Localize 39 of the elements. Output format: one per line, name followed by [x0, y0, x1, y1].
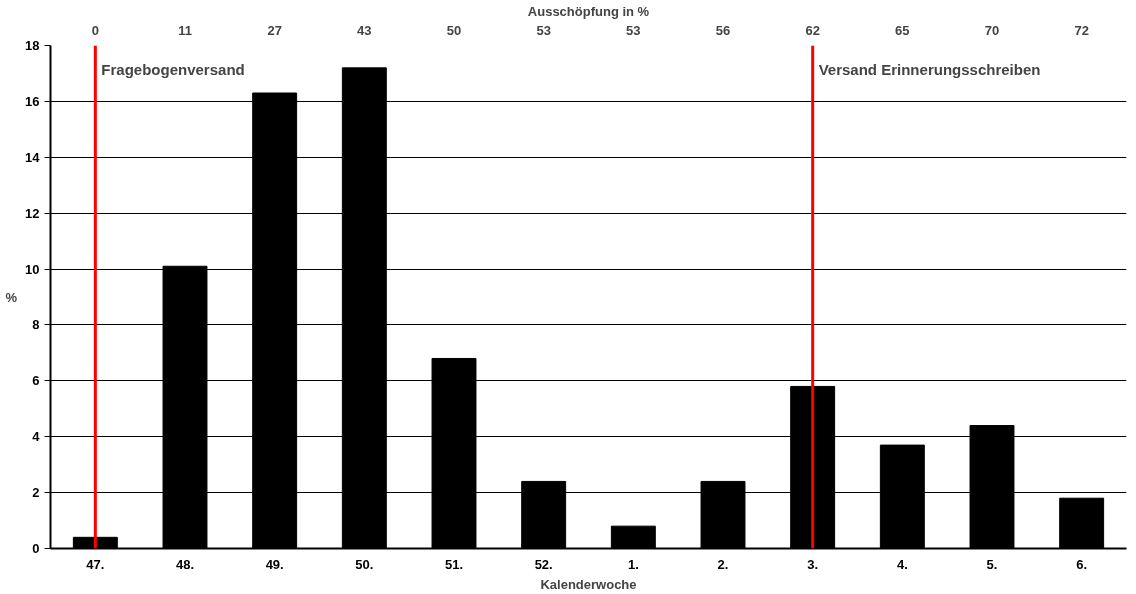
x-tick-label: 51.: [444, 556, 464, 572]
y-axis-title: %: [5, 289, 18, 305]
x-tick-label: 2.: [717, 556, 729, 572]
x-tick-label: 47.: [86, 556, 105, 572]
x-axis-title: Kalenderwoche: [540, 576, 637, 592]
text: 53: [536, 22, 551, 38]
y-tick-label: 12: [25, 205, 40, 221]
y-tick-label: 6: [32, 373, 40, 389]
y-tick-label: 10: [25, 261, 40, 277]
text: 0: [91, 22, 99, 38]
x-tick-label: 3.: [807, 556, 819, 572]
text: 62: [805, 22, 820, 38]
ref-line-label: Fragebogenversand: [101, 60, 245, 78]
x-tick-label: 5.: [986, 556, 998, 572]
y-tick-label: 18: [25, 38, 40, 53]
text: 50: [446, 22, 462, 38]
y-tick-label: 14: [25, 149, 41, 165]
text: 56: [715, 22, 731, 38]
y-tick-label: 2: [32, 485, 40, 501]
text: 53: [626, 22, 641, 38]
x2-axis-title: Ausschöpfung in %: [527, 3, 650, 19]
x-tick-label: 6.: [1076, 556, 1088, 572]
y-tick-label: 16: [25, 93, 40, 109]
text: 72: [1074, 22, 1089, 38]
text: 11: [178, 22, 192, 38]
text: 65: [895, 22, 910, 38]
x-tick-label: 49.: [265, 556, 284, 572]
x-tick-label: 4.: [896, 556, 908, 572]
x-tick-label: 50.: [355, 556, 374, 572]
text: 70: [984, 22, 1000, 38]
text: 43: [357, 22, 372, 38]
text: 27: [267, 22, 282, 38]
x-tick-label: 52.: [534, 556, 553, 572]
y-tick-label: 8: [32, 317, 40, 333]
y-tick-label: 4: [32, 429, 41, 445]
y-tick-label: 0: [32, 541, 40, 556]
x-tick-label: 1.: [627, 556, 639, 572]
x-tick-label: 48.: [175, 556, 195, 572]
ref-line-label: Versand Erinnerungsschreiben: [818, 60, 1041, 78]
